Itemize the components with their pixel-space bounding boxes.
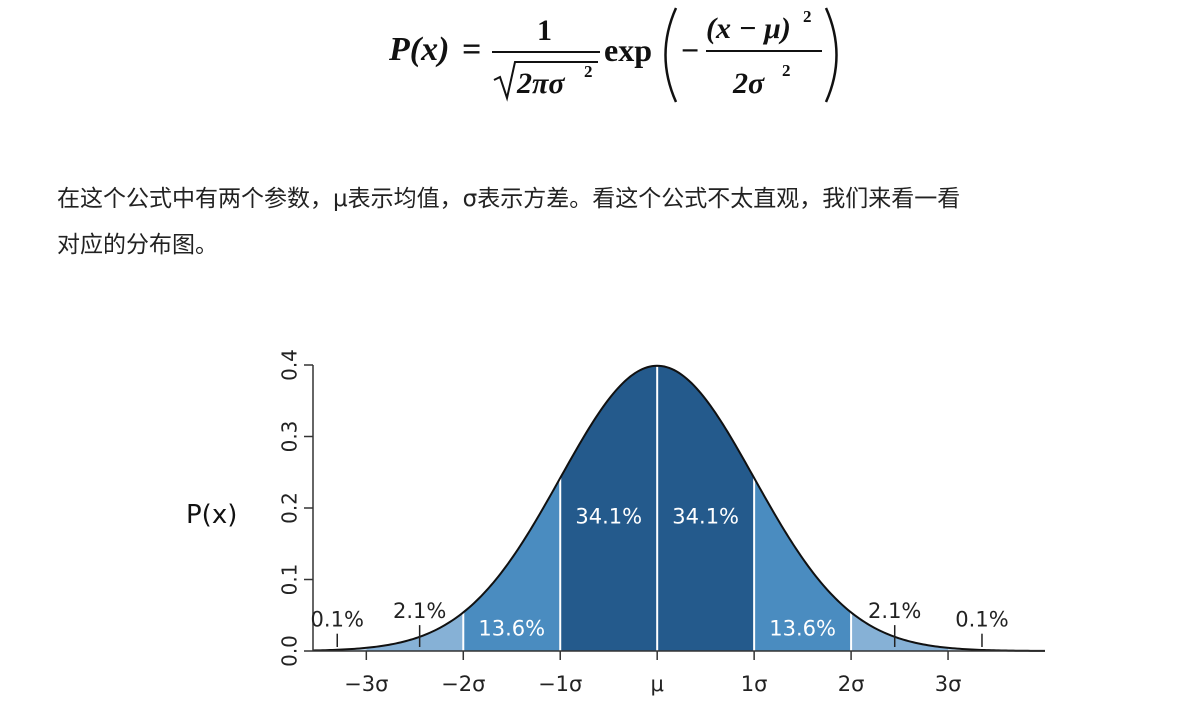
formula-lhs: P(x) bbox=[388, 31, 449, 68]
x-tick-label-2: −1σ bbox=[538, 672, 582, 696]
y-tick-label-4: 0.4 bbox=[278, 349, 302, 381]
formula-sqrt-body: 2πσ bbox=[516, 67, 565, 100]
region-label-4: 34.1% bbox=[672, 505, 739, 529]
description-paragraph: 在这个公式中有两个参数，μ表示均值，σ表示方差。看这个公式不太直观，我们来看一看… bbox=[57, 176, 1157, 268]
region-area-5 bbox=[851, 612, 949, 651]
formula-inner-numerator-exponent: 2 bbox=[803, 7, 812, 26]
region-area-4 bbox=[366, 612, 464, 651]
y-axis-label: P(x) bbox=[186, 500, 237, 530]
y-axis-ticks: 0.0 0.1 0.2 0.3 0.4 bbox=[278, 349, 313, 667]
formula-equals: = bbox=[462, 31, 481, 68]
y-tick-label-3: 0.3 bbox=[278, 421, 302, 453]
formula-minus: − bbox=[681, 32, 699, 68]
chart-dividers bbox=[462, 365, 853, 651]
normal-distribution-chart: 0.0 0.1 0.2 0.3 0.4 −3σ −2σ −1σ μ 1σ 2σ 3σ 0.1% 2.1… bbox=[186, 349, 1046, 696]
y-tick-label-1: 0.1 bbox=[278, 564, 302, 596]
formula-sqrt-sign bbox=[493, 61, 598, 102]
formula-inner-denominator-exponent: 2 bbox=[782, 61, 791, 80]
y-tick-label-0: 0.0 bbox=[278, 635, 302, 667]
x-axis-ticks: −3σ −2σ −1σ μ 1σ 2σ 3σ bbox=[344, 651, 961, 696]
x-tick-label-4: 1σ bbox=[741, 672, 768, 696]
paragraph-line-2: 对应的分布图。 bbox=[57, 232, 218, 258]
region-labels: 0.1% 2.1% 13.6% 34.1% 34.1% 13.6% 2.1% 0.1% bbox=[311, 505, 1009, 647]
formula-numerator-one: 1 bbox=[537, 14, 552, 47]
y-tick-label-2: 0.2 bbox=[278, 492, 302, 524]
region-label-0: 0.1% bbox=[311, 608, 364, 632]
normal-distribution-formula: P(x) = 1 2πσ 2 exp − (x − μ) 2 2σ 2 bbox=[388, 7, 838, 103]
x-tick-label-5: 2σ bbox=[838, 672, 865, 696]
x-tick-label-1: −2σ bbox=[441, 672, 485, 696]
formula-inner-denominator: 2σ bbox=[732, 67, 765, 100]
formula-exp: exp bbox=[604, 32, 652, 68]
x-tick-label-6: 3σ bbox=[935, 672, 962, 696]
formula-inner-numerator: (x − μ) bbox=[706, 12, 791, 45]
x-tick-label-3: μ bbox=[650, 672, 663, 696]
formula-sqrt-exponent: 2 bbox=[584, 62, 593, 81]
x-tick-label-0: −3σ bbox=[344, 672, 388, 696]
formula-right-paren bbox=[824, 7, 838, 103]
formula-left-paren bbox=[664, 7, 678, 103]
paragraph-line-1: 在这个公式中有两个参数，μ表示均值，σ表示方差。看这个公式不太直观，我们来看一看 bbox=[57, 186, 961, 212]
region-label-2: 13.6% bbox=[478, 616, 545, 640]
density-curve bbox=[312, 364, 1046, 652]
region-label-6: 2.1% bbox=[868, 599, 921, 623]
region-label-5: 13.6% bbox=[769, 616, 836, 640]
region-label-3: 34.1% bbox=[575, 505, 642, 529]
region-label-7: 0.1% bbox=[955, 608, 1008, 632]
region-label-1: 2.1% bbox=[393, 599, 446, 623]
